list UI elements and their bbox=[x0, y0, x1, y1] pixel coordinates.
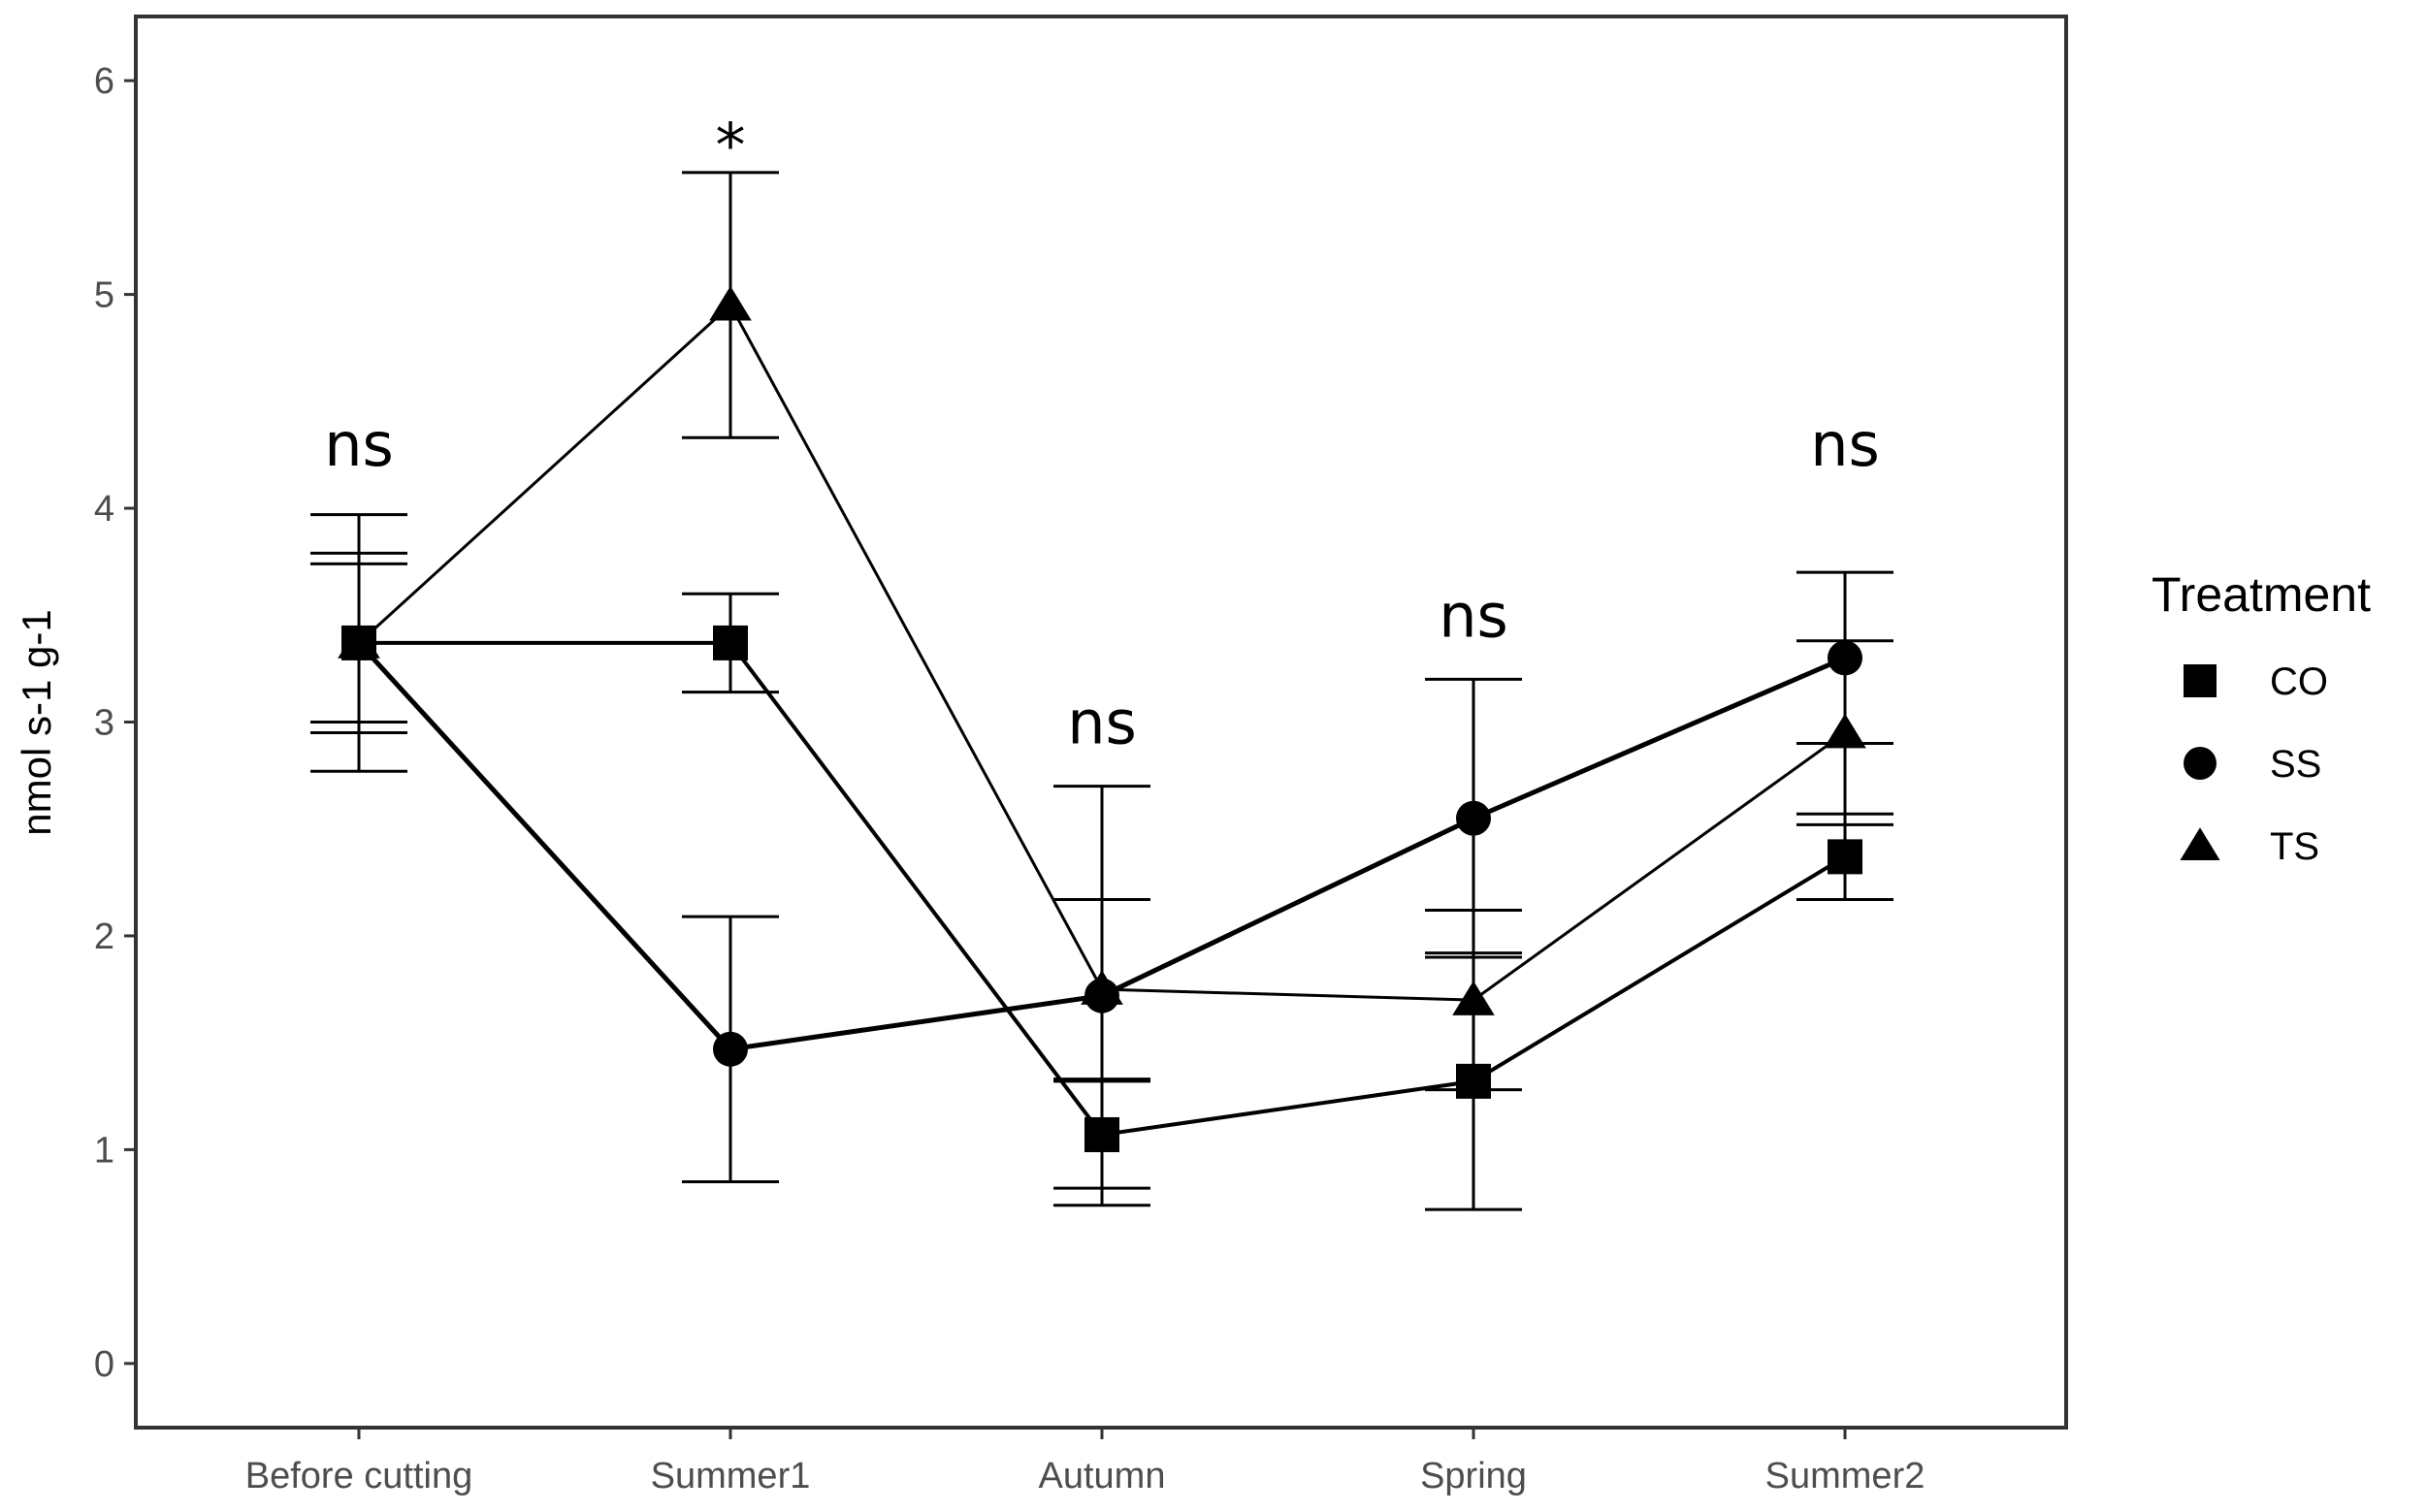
x-tick-label: Spring bbox=[1420, 1456, 1527, 1496]
data-point-ts bbox=[1452, 981, 1495, 1015]
x-tick-label: Summer1 bbox=[651, 1456, 811, 1496]
data-point-ts bbox=[1081, 970, 1123, 1005]
significance-label: ns bbox=[1810, 409, 1880, 480]
data-point-ss bbox=[1828, 640, 1862, 676]
data-point-co bbox=[1456, 1063, 1491, 1099]
legend-label-ss: SS bbox=[2270, 743, 2321, 786]
x-tick-label: Summer2 bbox=[1765, 1456, 1925, 1496]
significance-label: * bbox=[716, 110, 746, 180]
y-tick-label: 6 bbox=[94, 61, 114, 102]
legend-label-co: CO bbox=[2270, 660, 2328, 703]
legend-items: CO SS TS bbox=[2180, 660, 2328, 868]
data-point-co bbox=[1084, 1116, 1119, 1152]
y-tick-label: 1 bbox=[94, 1130, 114, 1171]
y-tick-label: 3 bbox=[94, 703, 114, 744]
y-tick-label: 0 bbox=[94, 1344, 114, 1385]
data-point-ts bbox=[709, 285, 752, 321]
y-tick-label: 2 bbox=[94, 917, 114, 957]
legend-key-ss bbox=[2184, 747, 2217, 780]
data-point-ss bbox=[713, 1031, 748, 1067]
data-point-co bbox=[1828, 839, 1862, 875]
legend-key-ts bbox=[2180, 827, 2220, 860]
series-markers bbox=[338, 285, 1866, 1152]
y-axis: 0 1 2 3 4 5 6 bbox=[94, 61, 136, 1385]
significance-label: ns bbox=[1439, 580, 1508, 651]
x-tick-label: Before cutting bbox=[245, 1456, 472, 1496]
legend-title: Treatment bbox=[2152, 567, 2371, 622]
data-point-ss bbox=[1456, 800, 1491, 836]
significance-label: ns bbox=[324, 409, 394, 480]
legend-label-ts: TS bbox=[2270, 825, 2319, 868]
data-point-ts bbox=[1824, 713, 1866, 749]
data-point-co bbox=[713, 625, 748, 660]
y-axis-title: nmol s-1 g-1 bbox=[14, 609, 59, 835]
legend: Treatment CO SS TS bbox=[2152, 567, 2371, 868]
y-tick-label: 5 bbox=[94, 275, 114, 316]
y-tick-label: 4 bbox=[94, 489, 114, 530]
data-point-ts bbox=[338, 624, 380, 659]
legend-key-co bbox=[2184, 664, 2217, 697]
significance-label: ns bbox=[1067, 688, 1137, 758]
x-tick-label: Autumn bbox=[1039, 1456, 1166, 1496]
x-axis: Before cutting Summer1 Autumn Spring Summer2 bbox=[245, 1428, 1925, 1496]
significance-annotations: ns * ns ns ns bbox=[324, 110, 1880, 757]
